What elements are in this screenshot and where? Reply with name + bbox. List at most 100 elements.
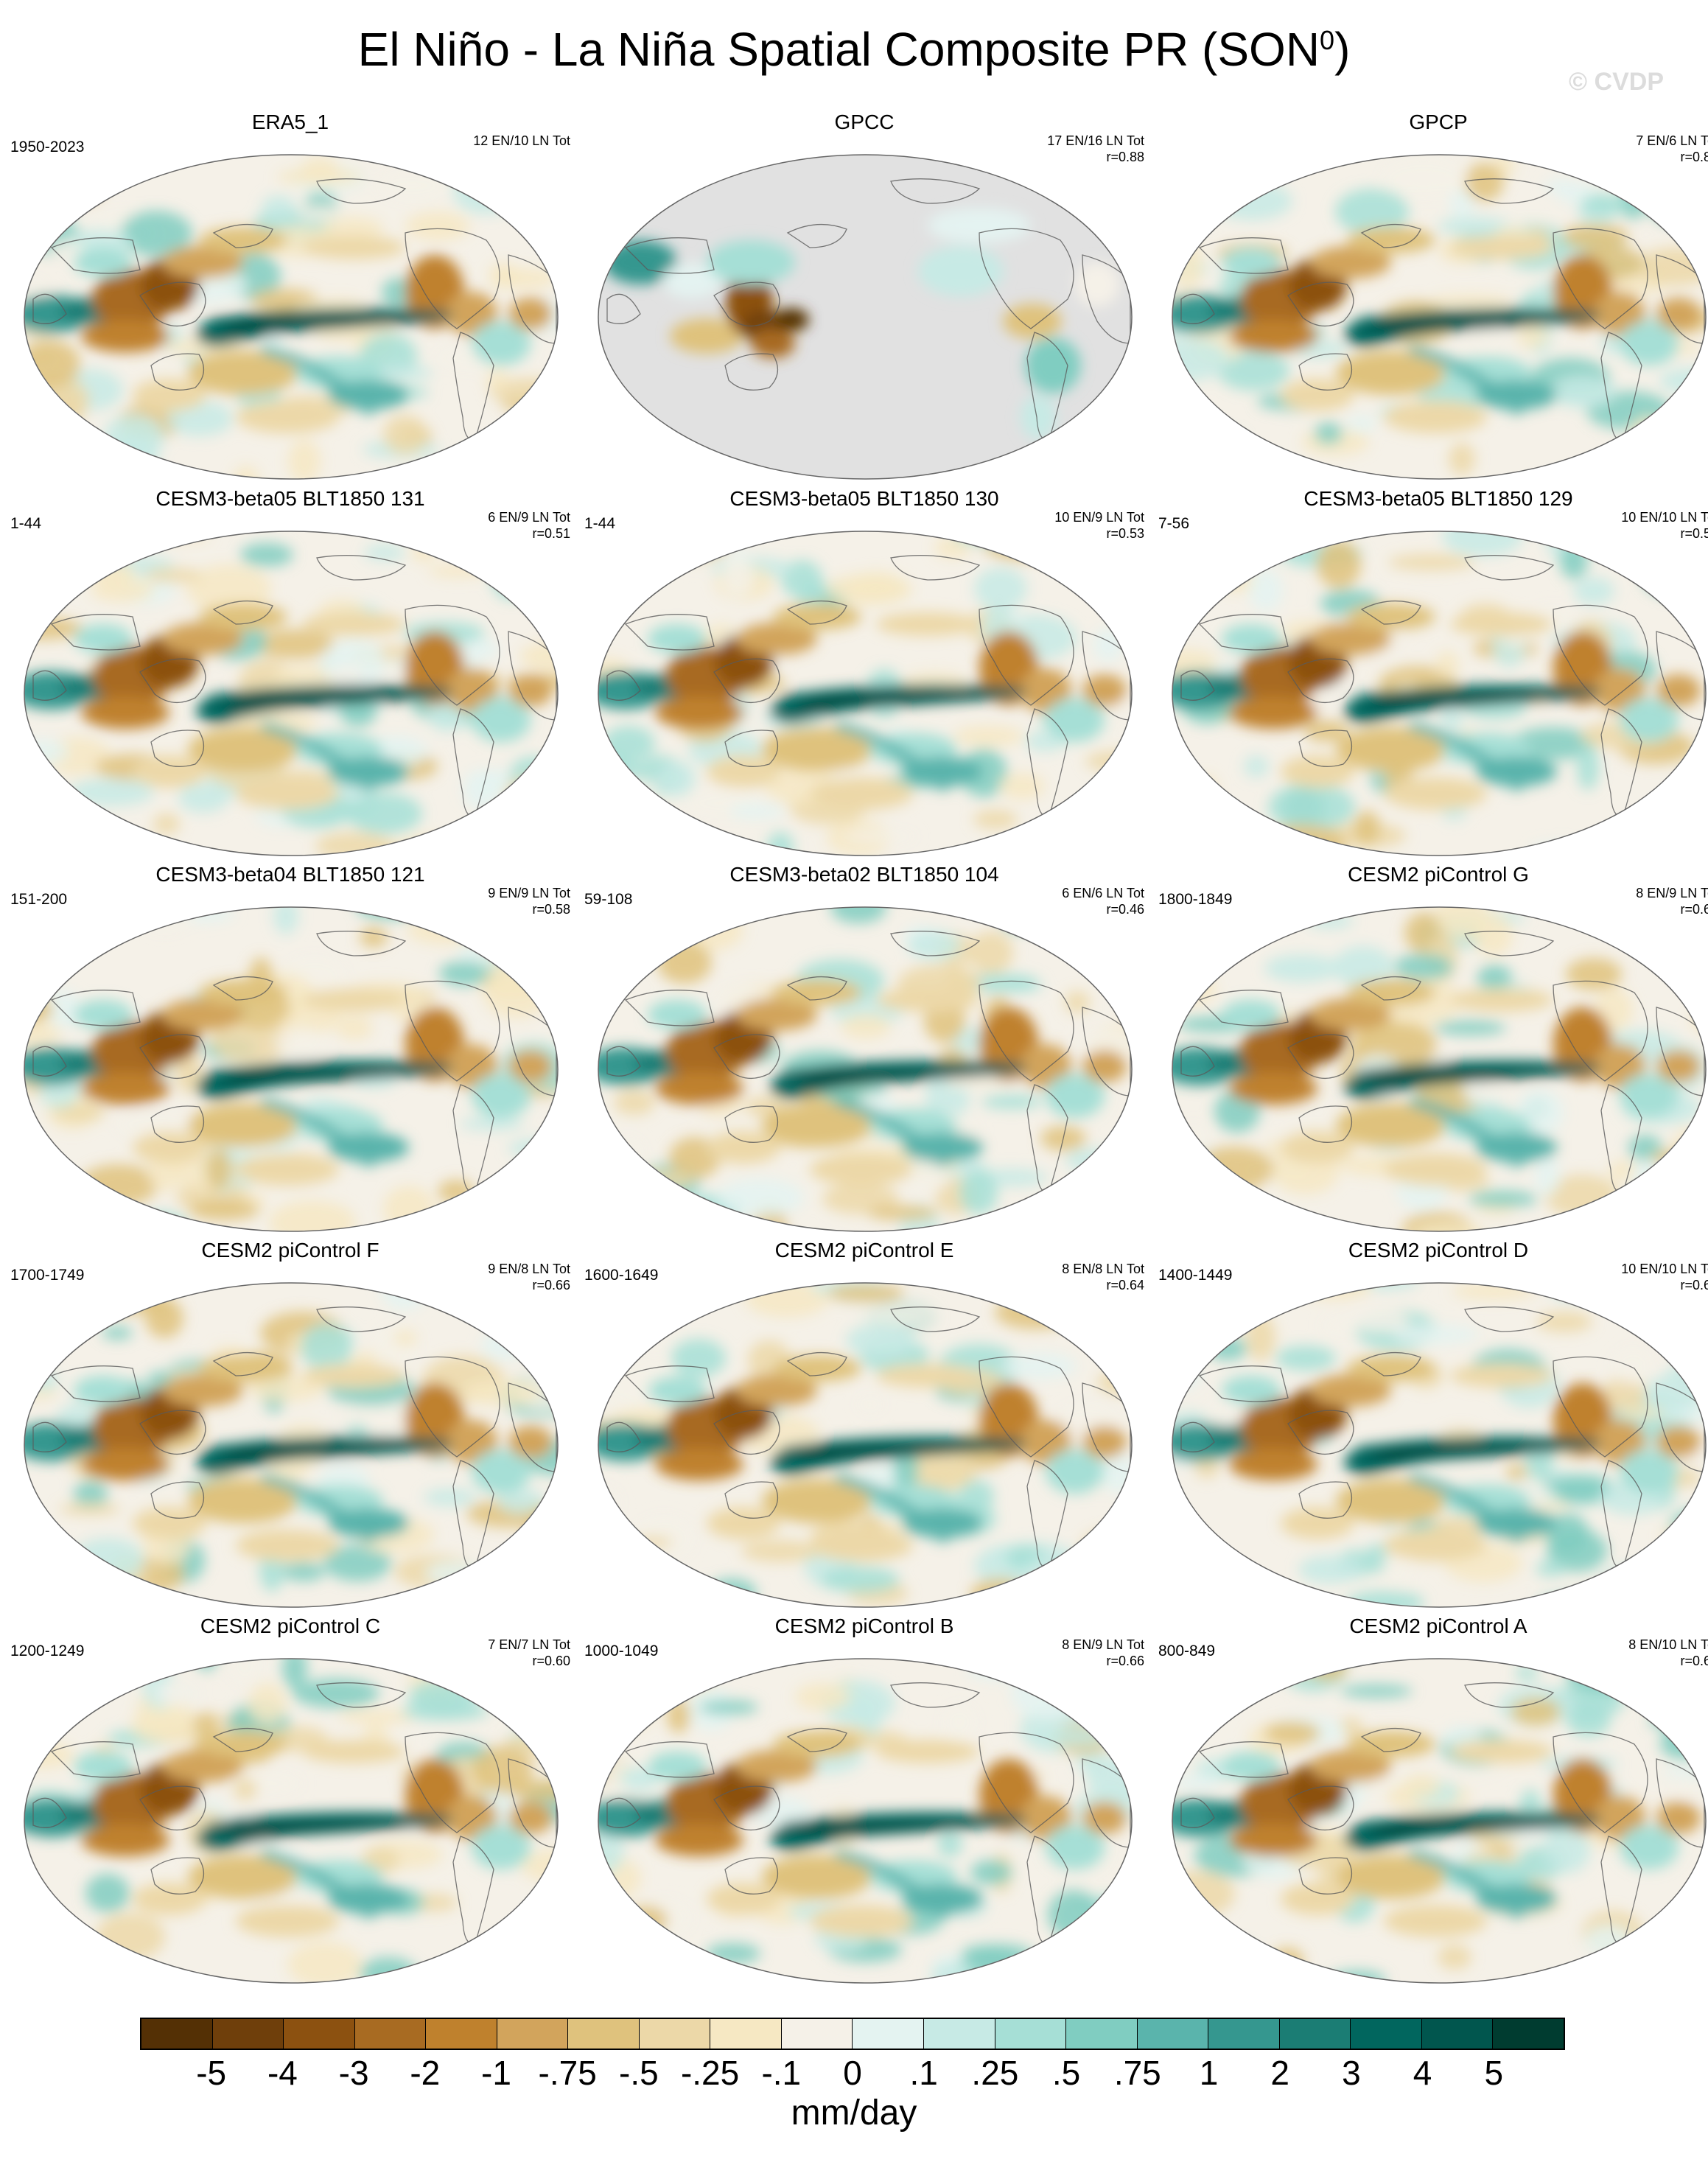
anomaly-blob — [1594, 668, 1645, 713]
coastlines — [606, 1306, 1131, 1569]
anomaly-blob — [74, 1480, 108, 1508]
anomaly-blob — [1281, 1131, 1354, 1164]
anomaly-blob — [424, 1488, 477, 1506]
panel-event-counts: 17 EN/16 LN Tot — [1047, 133, 1144, 148]
anomaly-blob — [1082, 1577, 1132, 1607]
coastline — [890, 1682, 981, 1708]
panel-title: GPCP — [1409, 111, 1468, 133]
anomaly-blob — [655, 1072, 743, 1105]
anomaly-blob — [24, 1569, 80, 1589]
anomaly-blob — [1600, 1378, 1648, 1412]
spcz-band — [1406, 1473, 1531, 1544]
panel-years: 800-849 — [1158, 1643, 1216, 1659]
map-panel: CESM2 piControl E 1600-1649 8 EN/8 LN Tot r… — [584, 1239, 1144, 1613]
panel-stats: 9 EN/9 LN Tot r=0.58 — [488, 885, 570, 917]
anomaly-blob — [1173, 1283, 1260, 1306]
anomaly-blob — [655, 1824, 743, 1856]
anomaly-blob — [446, 292, 497, 336]
coastline — [1198, 1365, 1289, 1402]
coastline — [890, 1306, 981, 1332]
anomaly-blob — [645, 803, 668, 843]
anomaly-blob — [825, 574, 912, 605]
anomaly-blob — [472, 321, 531, 365]
equatorial-pacific-core — [217, 315, 427, 331]
panel-pattern-correlation: r=0.88 — [1106, 150, 1144, 164]
anomaly-blob — [1594, 1044, 1645, 1088]
anomaly-blob — [620, 1767, 659, 1791]
anomaly-blob — [1270, 1948, 1304, 1976]
anomaly-blob — [1651, 1957, 1691, 1983]
coastline — [1553, 1356, 1648, 1458]
coastline — [713, 281, 780, 326]
anomaly-blob — [1275, 1346, 1336, 1371]
anomaly-blob — [598, 1693, 654, 1732]
anomaly-blob — [1020, 1796, 1071, 1840]
anomaly-blob — [1511, 1698, 1561, 1726]
panel-event-counts: 10 EN/10 LN Tot — [1621, 1262, 1708, 1276]
anomaly-blob — [1333, 946, 1393, 987]
anomaly-blob — [970, 1578, 1028, 1607]
anomaly-blob — [822, 1567, 900, 1593]
colorbar-tick-label: .1 — [909, 2054, 938, 2092]
coastline — [1180, 1797, 1215, 1828]
coastline — [1180, 293, 1215, 324]
anomaly-blob — [1086, 1659, 1132, 1693]
anomaly-blob — [428, 564, 489, 578]
coastlines — [32, 1682, 557, 1945]
anomaly-blob — [1336, 1479, 1446, 1523]
anomaly-blob — [507, 1180, 558, 1202]
anomaly-blob — [633, 1536, 673, 1548]
panel-event-counts: 6 EN/9 LN Tot — [488, 510, 570, 525]
anomaly-blob — [1025, 1959, 1109, 1983]
panel-years: 1700-1749 — [10, 1267, 85, 1284]
land-anomaly — [751, 329, 795, 358]
coastline — [1360, 600, 1421, 625]
anomaly-blob — [162, 246, 243, 279]
anomaly-blob — [302, 988, 405, 1012]
anomaly-blob — [74, 1376, 133, 1405]
anomaly-blob — [464, 155, 497, 181]
anomaly-blob — [158, 907, 235, 923]
anomaly-blob — [236, 777, 339, 810]
coastlines — [606, 1682, 1131, 1945]
anomaly-blob — [446, 1420, 497, 1464]
anomaly-blob — [1594, 1796, 1645, 1840]
anomaly-blob — [1270, 1659, 1323, 1676]
anomaly-blob — [81, 1824, 169, 1856]
precip-composite-map — [1170, 904, 1708, 1234]
anomaly-blob — [773, 1731, 861, 1757]
anomaly-blob — [336, 1016, 373, 1040]
coastline — [1360, 1351, 1421, 1376]
anomaly-blob — [810, 1905, 913, 1937]
panel-years: 7-56 — [1158, 515, 1190, 532]
anomaly-blob — [508, 298, 553, 330]
anomaly-blob — [602, 726, 655, 761]
panel-title: ERA5_1 — [251, 111, 329, 133]
anomaly-blob — [1345, 415, 1376, 433]
anomaly-blob — [598, 778, 659, 797]
anomaly-blob — [269, 1200, 356, 1231]
panel-title: CESM2 piControl B — [774, 1614, 954, 1637]
map-svg — [1172, 531, 1707, 856]
anomaly-blob — [360, 927, 388, 948]
panel-title: CESM3-beta05 BLT1850 130 — [729, 487, 999, 510]
panel-pattern-correlation: r=0.61 — [1680, 902, 1708, 917]
anomaly-blob — [189, 1200, 259, 1220]
anomaly-blob — [339, 1710, 416, 1724]
coastline — [508, 1007, 557, 1096]
colorbar-swatch — [568, 2019, 640, 2049]
panel-stats: 7 EN/6 LN Tot r=0.89 — [1636, 133, 1708, 165]
anomaly-blob — [1384, 1153, 1487, 1186]
anomaly-blob — [1079, 1539, 1132, 1581]
anomaly-blob — [999, 773, 1045, 800]
anomaly-blob — [1020, 1044, 1071, 1088]
anomaly-blob — [1449, 189, 1475, 217]
coastlines — [1180, 931, 1705, 1193]
anomaly-blob — [133, 1883, 206, 1915]
coastline — [32, 1797, 67, 1828]
colorbar-swatch — [710, 2019, 782, 2049]
precip-composite-map — [22, 904, 560, 1234]
anomaly-blob — [1172, 531, 1214, 564]
anomaly-field — [598, 1283, 1132, 1607]
anomaly-blob — [74, 1000, 133, 1029]
